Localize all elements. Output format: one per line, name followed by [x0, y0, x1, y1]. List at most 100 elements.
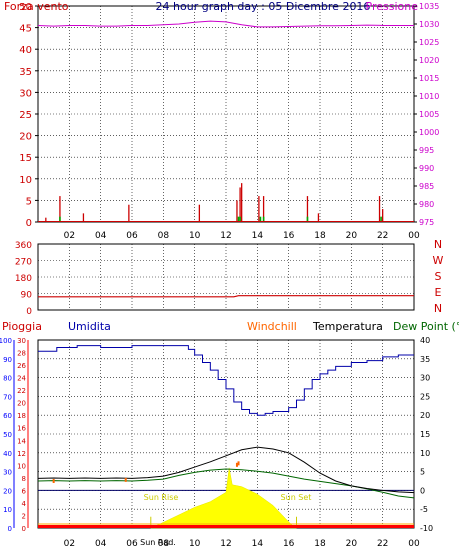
wind-x-tick-label: 10: [189, 231, 201, 241]
temperature-tick-label: 15: [420, 430, 430, 439]
compass-label: W: [433, 254, 444, 267]
humidity-tick-label: 90: [3, 356, 12, 364]
compass-label: N: [434, 238, 442, 251]
dewpoint-legend: Dew Point (°C: [393, 320, 459, 333]
wind-x-tick-label: 04: [95, 231, 107, 241]
wind-x-tick-label: 12: [220, 231, 231, 241]
direction-tick-label: 360: [15, 241, 32, 251]
rain-axis-title: Pioggia: [2, 320, 42, 333]
sun-radiation-label: Sun Rad.: [140, 538, 176, 547]
wind-pressure-panel: Forza vento 24 hour graph day : 05 Dicem…: [4, 0, 439, 241]
wind-tick-label: 30: [19, 88, 32, 99]
humidity-tick-label: 70: [3, 393, 12, 401]
temperature-tick-label: 35: [420, 355, 430, 364]
wind-tick-label: 20: [19, 132, 32, 143]
temperature-x-tick-label: 00: [408, 539, 420, 549]
pressure-tick-label: 1020: [419, 56, 439, 65]
temperature-x-tick-label: 16: [283, 539, 295, 549]
wind-x-tick-label: 02: [64, 231, 75, 241]
pressure-tick-label: 1035: [419, 2, 439, 11]
pressure-tick-label: 990: [419, 164, 434, 173]
rain-tick-label: 20: [17, 400, 26, 408]
sunset-label: Sun Set: [281, 493, 312, 502]
windchill-marker: [124, 477, 127, 482]
humidity-tick-label: 80: [3, 375, 12, 383]
wind-tick-label: 50: [19, 2, 32, 13]
humidity-tick-label: 100: [0, 337, 12, 345]
pressure-tick-label: 995: [419, 146, 434, 155]
pressure-tick-label: 980: [419, 200, 434, 209]
rain-tick-label: 30: [17, 337, 26, 345]
humidity-tick-label: 30: [3, 469, 12, 477]
wind-x-tick-label: 06: [126, 231, 138, 241]
temperature-x-tick-label: 14: [252, 539, 264, 549]
pressure-tick-label: 975: [419, 218, 434, 227]
rain-tick-label: 10: [17, 462, 26, 470]
wind-x-tick-label: 08: [158, 231, 170, 241]
temperature-tick-label: 10: [420, 449, 430, 458]
rain-tick-label: 14: [17, 437, 26, 445]
temperature-x-tick-label: 20: [346, 539, 358, 549]
rain-tick-label: 16: [17, 425, 26, 433]
temperature-x-tick-label: 22: [377, 539, 388, 549]
wind-x-tick-label: 20: [346, 231, 358, 241]
direction-tick-label: 90: [21, 291, 33, 301]
wind-tick-label: 0: [26, 218, 32, 229]
wind-x-tick-label: 16: [283, 231, 295, 241]
direction-tick-label: 180: [15, 274, 32, 284]
rain-tick-label: 2: [22, 512, 26, 520]
temperature-x-tick-label: 06: [126, 539, 138, 549]
temperature-humidity-panel: Pioggia Umidita Windchill Temperatura De…: [0, 320, 459, 549]
temperature-x-tick-label: 10: [189, 539, 201, 549]
temperature-tick-label: 0: [420, 486, 425, 495]
windchill-marker: [237, 461, 240, 466]
humidity-line: [38, 345, 414, 416]
pressure-tick-label: 1000: [419, 128, 439, 137]
humidity-tick-label: 20: [3, 487, 12, 495]
rain-tick-label: 28: [17, 350, 26, 358]
chart-title: 24 hour graph day : 05 Dicembre 2016: [156, 0, 371, 13]
wind-x-tick-label: 22: [377, 231, 388, 241]
humidity-tick-label: 40: [3, 450, 12, 458]
temperature-x-tick-label: 08: [158, 539, 170, 549]
wind-x-tick-label: 14: [252, 231, 264, 241]
rain-tick-label: 0: [22, 525, 26, 533]
windchill-legend: Windchill: [247, 320, 297, 333]
temperature-tick-label: 20: [420, 411, 430, 420]
humidity-tick-label: 0: [8, 525, 12, 533]
solar-radiation-area: [150, 467, 298, 529]
temperature-x-tick-label: 18: [314, 539, 326, 549]
wind-tick-label: 5: [26, 196, 32, 207]
wind-tick-label: 40: [19, 45, 32, 56]
temperature-tick-label: -10: [420, 524, 433, 533]
pressure-axis-title: Pressione: [366, 0, 419, 13]
pressure-tick-label: 1010: [419, 92, 439, 101]
humidity-tick-label: 60: [3, 412, 12, 420]
humidity-tick-label: 50: [3, 431, 12, 439]
pressure-tick-label: 985: [419, 182, 434, 191]
temperature-x-tick-label: 04: [95, 539, 107, 549]
temperature-tick-label: 5: [420, 468, 425, 477]
rain-tick-label: 24: [17, 375, 26, 383]
wind-tick-label: 45: [19, 24, 32, 35]
temperature-x-tick-label: 12: [220, 539, 231, 549]
rain-tick-label: 12: [17, 450, 26, 458]
pressure-tick-label: 1030: [419, 20, 439, 29]
temperature-x-tick-label: 02: [64, 539, 75, 549]
temperature-tick-label: 40: [420, 336, 430, 345]
windchill-marker: [52, 479, 55, 483]
windchill-marker: [235, 462, 238, 467]
humidity-axis-title: Umidita: [68, 320, 111, 333]
compass-label: N: [434, 302, 442, 315]
rain-tick-label: 4: [22, 500, 27, 508]
temperature-line: [37, 446, 415, 494]
wind-tick-label: 10: [19, 175, 32, 186]
temperature-tick-label: -5: [420, 505, 428, 514]
wind-x-tick-label: 18: [314, 231, 326, 241]
humidity-tick-label: 10: [3, 506, 12, 514]
wind-x-tick-label: 00: [408, 231, 420, 241]
compass-label: S: [435, 270, 442, 283]
pressure-tick-label: 1025: [419, 38, 439, 47]
